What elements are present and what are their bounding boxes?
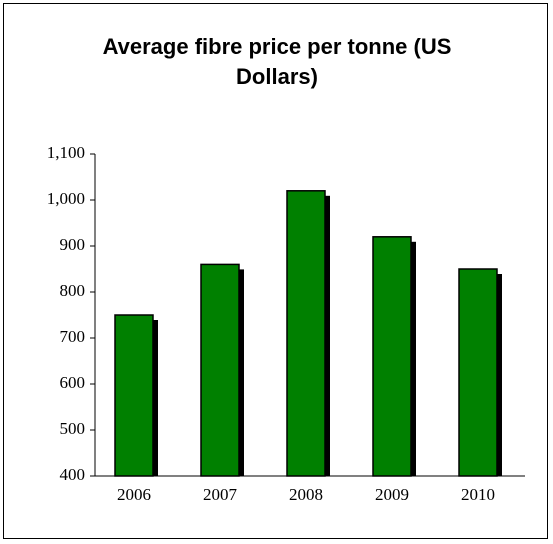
bar [286, 190, 326, 477]
y-tick-label: 500 [60, 419, 86, 438]
x-tick-label: 2009 [375, 485, 409, 504]
x-tick-label: 2008 [289, 485, 323, 504]
chart-frame [3, 3, 548, 539]
y-tick-label: 900 [60, 235, 86, 254]
y-tick-label: 600 [60, 373, 86, 392]
y-tick-label: 400 [60, 465, 86, 484]
y-tick-label: 800 [60, 281, 86, 300]
x-tick-label: 2006 [117, 485, 151, 504]
chart-title: Average fibre price per tonne (US Dollar… [102, 34, 452, 89]
y-tick-label: 1,100 [47, 143, 85, 162]
x-tick-label: 2010 [461, 485, 495, 504]
y-tick-label: 1,000 [47, 189, 85, 208]
bar [200, 263, 240, 477]
x-tick-label: 2007 [203, 485, 238, 504]
bar [372, 236, 412, 477]
bar [114, 314, 154, 477]
bar [458, 268, 498, 477]
y-tick-label: 700 [60, 327, 86, 346]
